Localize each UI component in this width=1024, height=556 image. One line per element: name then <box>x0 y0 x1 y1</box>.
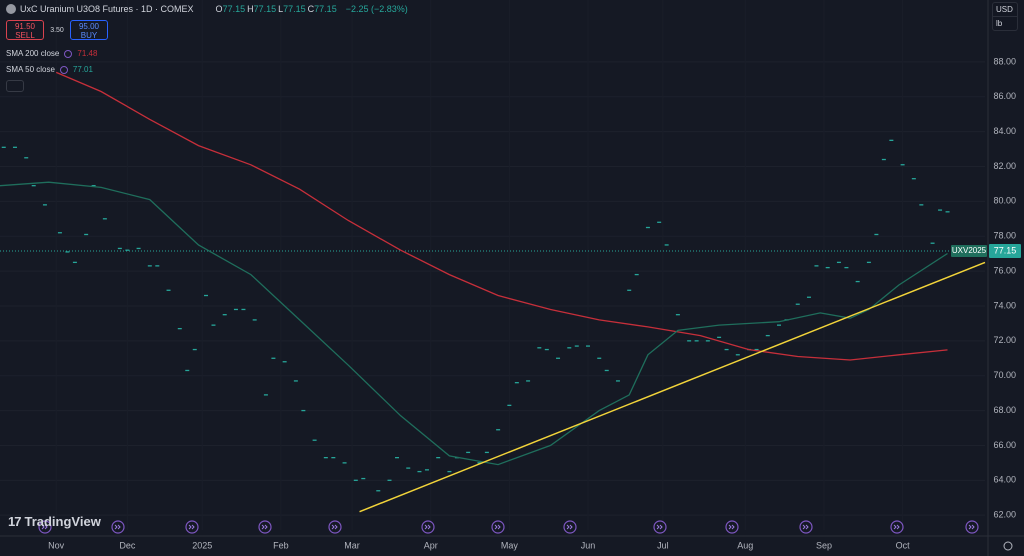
collapse-button[interactable] <box>6 80 24 92</box>
event-icon <box>890 520 904 534</box>
x-tick-label: Jun <box>581 540 596 550</box>
sell-price: 91.50 <box>14 22 36 31</box>
sma-line <box>55 71 948 361</box>
y-tick-label: 82.00 <box>993 161 1016 171</box>
price-label: 77.15 <box>994 245 1017 255</box>
y-tick-label: 86.00 <box>993 91 1016 101</box>
event-icon <box>965 520 979 534</box>
price-label-bg <box>989 244 1021 259</box>
event-icon-arrow <box>114 524 121 530</box>
x-tick-label: May <box>501 540 519 550</box>
event-icon-arrow <box>424 524 431 530</box>
event-icon <box>799 520 813 534</box>
y-tick-label: 78.00 <box>993 231 1016 241</box>
trade-panel: 91.50 SELL 3.50 95.00 BUY <box>6 20 108 40</box>
sell-label: SELL <box>15 31 35 40</box>
branding: 17 TradingView <box>8 514 101 529</box>
y-tick-label: 68.00 <box>993 405 1016 415</box>
y-tick-label: 74.00 <box>993 300 1016 310</box>
legend-item[interactable]: SMA 200 close 71.48 <box>6 49 97 58</box>
x-tick-label: Dec <box>119 540 136 550</box>
event-icon <box>328 520 342 534</box>
ohlc-value: 77.15 <box>283 4 306 14</box>
legend-name: SMA 50 close <box>6 65 55 74</box>
event-icon-arrow <box>968 524 975 530</box>
ohlc-key: L <box>278 4 284 14</box>
x-tick-label: Sep <box>816 540 832 550</box>
x-tick-label: 2025 <box>192 540 212 550</box>
ohlc-value: 77.15 <box>222 4 246 14</box>
legend-value: 71.48 <box>77 49 98 58</box>
event-icon-arrow <box>656 524 663 530</box>
event-icon <box>653 520 667 534</box>
y-tick-label: 88.00 <box>993 56 1016 66</box>
x-tick-label: Feb <box>273 540 289 550</box>
event-icon-arrow <box>41 524 48 530</box>
event-icon <box>421 520 435 534</box>
y-tick-label: 84.00 <box>993 126 1016 136</box>
legend-name: SMA 200 close <box>6 49 60 58</box>
ohlc-key: C <box>307 4 315 14</box>
symbol-label: UXV2025 <box>952 246 987 255</box>
event-icon <box>185 520 199 534</box>
legend-item[interactable]: SMA 50 close 77.01 <box>6 65 93 74</box>
event-icon <box>491 520 505 534</box>
y-tick-label: 80.00 <box>993 196 1016 206</box>
x-tick-label: Aug <box>737 540 753 550</box>
brand-name: TradingView <box>24 514 101 529</box>
sell-button[interactable]: 91.50 SELL <box>6 20 44 40</box>
buy-price: 95.00 <box>78 22 100 31</box>
trend-line <box>359 261 986 513</box>
ohlc-key: H <box>247 4 254 14</box>
y-tick-label: 76.00 <box>993 265 1016 275</box>
unit: lb <box>993 16 1017 30</box>
y-tick-label: 70.00 <box>993 370 1016 380</box>
event-icon <box>725 520 739 534</box>
legend-value: 77.01 <box>72 65 93 74</box>
x-tick-label: Nov <box>48 540 65 550</box>
y-tick-label: 72.00 <box>993 335 1016 345</box>
chart-title: UxC Uranium U3O8 Futures · 1D · COMEX <box>20 4 194 14</box>
y-tick-label: 66.00 <box>993 440 1016 450</box>
y-tick-label: 62.00 <box>993 510 1016 520</box>
spread: 3.50 <box>50 26 64 34</box>
event-icon-arrow <box>494 524 501 530</box>
change: −2.25 (−2.83%) <box>345 4 408 14</box>
legend-icon <box>59 65 68 74</box>
event-icon-arrow <box>728 524 735 530</box>
x-tick-label: Oct <box>896 540 911 550</box>
sma-line <box>0 181 948 466</box>
symbol-label-bg <box>951 245 987 258</box>
ohlc-value: 77.15 <box>253 4 277 14</box>
event-icon <box>111 520 125 534</box>
buy-label: BUY <box>80 31 98 40</box>
event-icon-arrow <box>261 524 268 530</box>
currency: USD <box>996 5 1013 14</box>
event-icon <box>258 520 272 534</box>
x-tick-label: Jul <box>657 540 669 550</box>
ohlc-value: 77.15 <box>314 4 337 14</box>
header: UxC Uranium U3O8 Futures · 1D · COMEX O7… <box>6 4 408 14</box>
x-tick-label: Apr <box>424 540 438 550</box>
event-icon <box>38 520 52 534</box>
event-icon <box>563 520 577 534</box>
y-tick-label: 64.00 <box>993 475 1016 485</box>
settings-icon <box>1003 541 1013 551</box>
ohlc-key: O <box>215 4 223 14</box>
event-icon-arrow <box>188 524 195 530</box>
event-icon-arrow <box>331 524 338 530</box>
buy-button[interactable]: 95.00 BUY <box>70 20 108 40</box>
event-icon-arrow <box>893 524 900 530</box>
event-icon-arrow <box>802 524 809 530</box>
logo-icon: 17 <box>8 514 22 529</box>
legend-icon <box>64 49 73 58</box>
symbol-icon <box>6 4 16 14</box>
ohlc: O77.15 H77.15 L77.15 C77.15 <box>216 4 339 14</box>
event-icon-arrow <box>566 524 573 530</box>
x-tick-label: Mar <box>344 540 360 550</box>
currency-unit[interactable]: USD lb <box>992 2 1018 31</box>
